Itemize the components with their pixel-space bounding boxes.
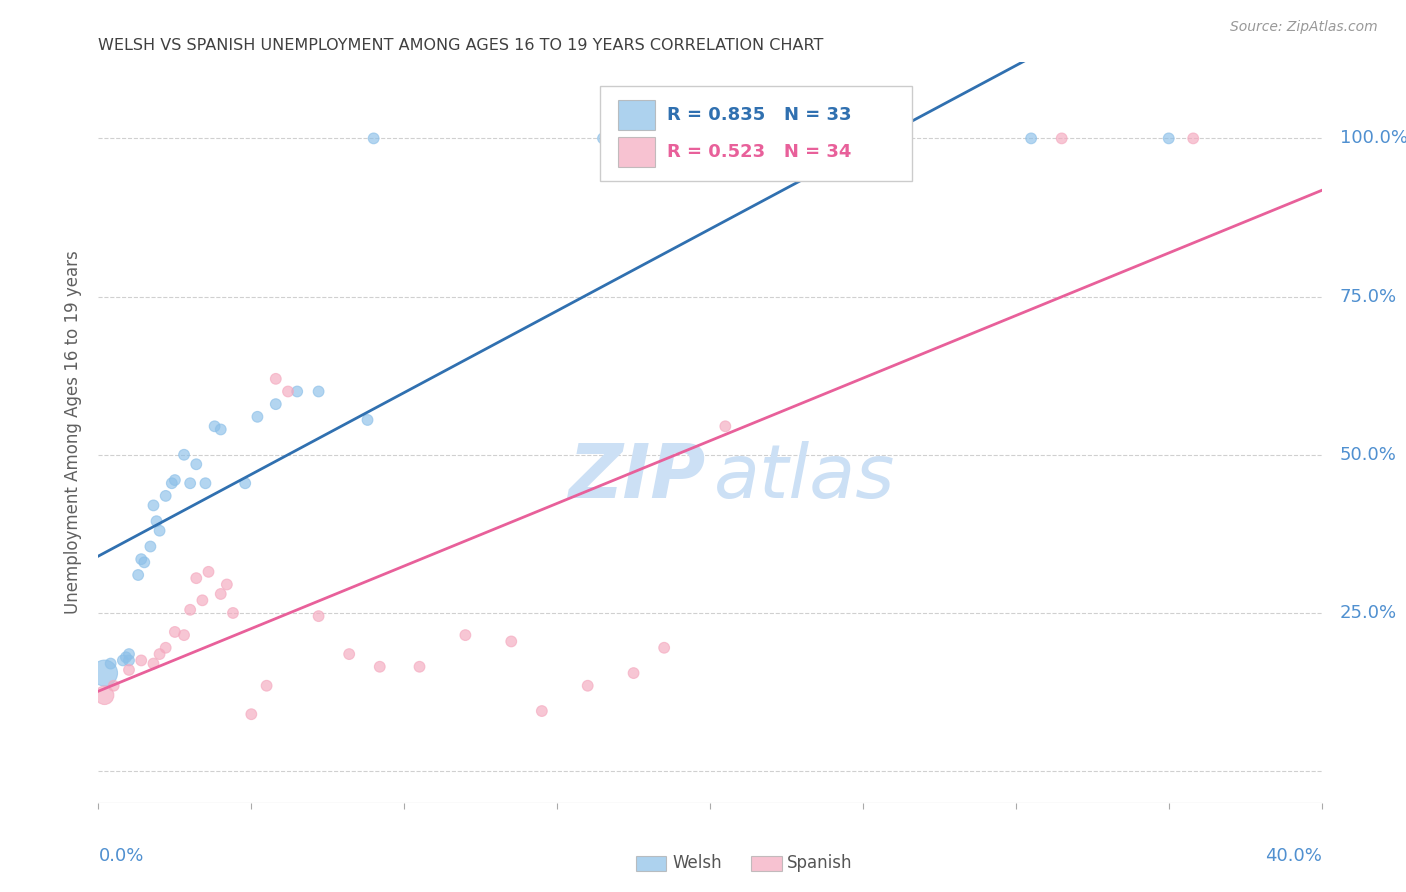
Point bbox=[93, 688, 115, 702]
FancyBboxPatch shape bbox=[600, 87, 912, 181]
Point bbox=[623, 666, 645, 681]
Point bbox=[1050, 131, 1073, 145]
Point bbox=[368, 659, 391, 673]
Point bbox=[215, 577, 238, 591]
Text: Spanish: Spanish bbox=[787, 855, 853, 872]
Point bbox=[179, 476, 201, 491]
Point bbox=[129, 552, 152, 566]
Point bbox=[111, 653, 134, 667]
Point bbox=[204, 419, 226, 434]
Text: Source: ZipAtlas.com: Source: ZipAtlas.com bbox=[1230, 20, 1378, 34]
Point bbox=[173, 448, 195, 462]
Point bbox=[118, 653, 141, 667]
Point bbox=[363, 131, 385, 145]
Point bbox=[246, 409, 269, 424]
Point bbox=[308, 609, 330, 624]
Point bbox=[356, 413, 378, 427]
Point bbox=[194, 476, 217, 491]
Text: 0.0%: 0.0% bbox=[98, 847, 143, 865]
Point bbox=[308, 384, 330, 399]
Text: 40.0%: 40.0% bbox=[1265, 847, 1322, 865]
Point bbox=[127, 568, 149, 582]
Point bbox=[530, 704, 553, 718]
Point bbox=[186, 457, 208, 471]
Point bbox=[149, 524, 172, 538]
Point bbox=[209, 422, 232, 436]
Point bbox=[149, 647, 172, 661]
Point bbox=[163, 624, 186, 639]
Point bbox=[222, 606, 245, 620]
Point bbox=[233, 476, 256, 491]
Point bbox=[408, 659, 430, 673]
Point bbox=[209, 587, 232, 601]
Point bbox=[118, 647, 141, 661]
Point bbox=[186, 571, 208, 585]
Point bbox=[160, 476, 183, 491]
Text: 75.0%: 75.0% bbox=[1340, 287, 1398, 306]
Y-axis label: Unemployment Among Ages 16 to 19 years: Unemployment Among Ages 16 to 19 years bbox=[65, 251, 83, 615]
Point bbox=[264, 397, 287, 411]
Point bbox=[100, 657, 122, 671]
Point bbox=[93, 666, 115, 681]
Point bbox=[285, 384, 308, 399]
Point bbox=[592, 131, 614, 145]
Point bbox=[454, 628, 477, 642]
Point bbox=[129, 653, 152, 667]
Point bbox=[264, 372, 287, 386]
Point bbox=[240, 707, 263, 722]
Text: 100.0%: 100.0% bbox=[1340, 129, 1406, 147]
Point bbox=[652, 640, 675, 655]
Text: R = 0.835   N = 33: R = 0.835 N = 33 bbox=[668, 106, 852, 124]
Text: R = 0.523   N = 34: R = 0.523 N = 34 bbox=[668, 143, 852, 161]
Text: atlas: atlas bbox=[714, 441, 896, 513]
Point bbox=[142, 657, 165, 671]
Point bbox=[759, 131, 782, 145]
Point bbox=[155, 640, 177, 655]
Point bbox=[1182, 131, 1205, 145]
Point bbox=[118, 663, 141, 677]
Point bbox=[501, 634, 523, 648]
Text: Welsh: Welsh bbox=[672, 855, 721, 872]
FancyBboxPatch shape bbox=[636, 856, 666, 871]
Point bbox=[256, 679, 278, 693]
FancyBboxPatch shape bbox=[751, 856, 782, 871]
Point bbox=[337, 647, 360, 661]
Text: 25.0%: 25.0% bbox=[1340, 604, 1398, 622]
Point bbox=[142, 499, 165, 513]
Point bbox=[103, 679, 125, 693]
Point bbox=[1157, 131, 1180, 145]
Text: 50.0%: 50.0% bbox=[1340, 446, 1398, 464]
Point bbox=[1019, 131, 1042, 145]
Point bbox=[173, 628, 195, 642]
Point bbox=[115, 650, 138, 665]
FancyBboxPatch shape bbox=[619, 100, 655, 130]
Point bbox=[868, 131, 890, 145]
Point bbox=[139, 540, 162, 554]
Point bbox=[191, 593, 214, 607]
Point bbox=[163, 473, 186, 487]
Point bbox=[134, 555, 156, 569]
Point bbox=[145, 514, 167, 528]
Point bbox=[155, 489, 177, 503]
Point bbox=[277, 384, 299, 399]
Point bbox=[197, 565, 219, 579]
Point bbox=[576, 679, 599, 693]
Point bbox=[714, 419, 737, 434]
Point bbox=[179, 603, 201, 617]
FancyBboxPatch shape bbox=[619, 137, 655, 167]
Text: ZIP: ZIP bbox=[569, 441, 706, 514]
Text: WELSH VS SPANISH UNEMPLOYMENT AMONG AGES 16 TO 19 YEARS CORRELATION CHART: WELSH VS SPANISH UNEMPLOYMENT AMONG AGES… bbox=[98, 38, 824, 54]
